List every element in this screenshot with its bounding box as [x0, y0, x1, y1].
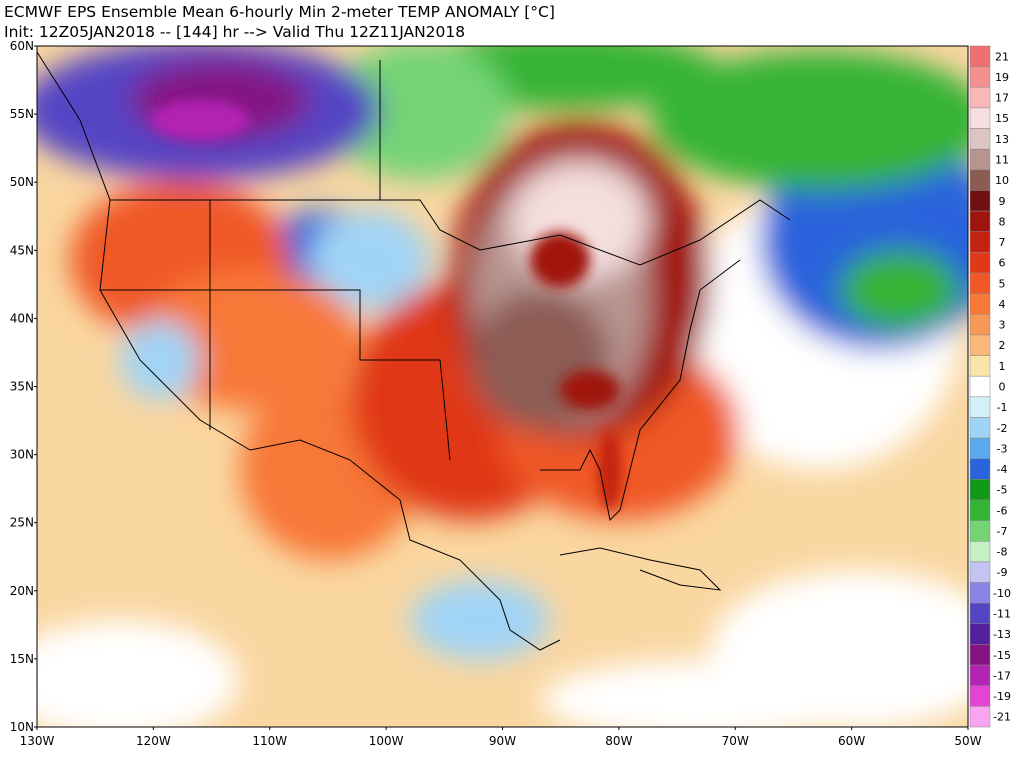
anomaly-blobs [37, 46, 968, 727]
colorbar-label: -8 [997, 546, 1008, 559]
colorbar-swatch [969, 355, 991, 377]
colorbar-label: 6 [999, 257, 1006, 270]
lon-label: 130W [20, 734, 55, 748]
colorbar-label: -9 [997, 566, 1008, 579]
colorbar-swatch [969, 66, 991, 88]
colorbar-label: -15 [993, 649, 1011, 662]
colorbar-swatch [969, 437, 991, 459]
colorbar-label: -5 [997, 484, 1008, 497]
lon-label: 90W [489, 734, 516, 748]
colorbar-swatch [969, 561, 991, 583]
colorbar-swatch [969, 499, 991, 521]
colorbar-label: -7 [997, 525, 1008, 538]
colorbar-label: 7 [999, 236, 1006, 249]
colorbar-label: -19 [993, 690, 1011, 703]
colorbar: 211917151311109876543210-1-2-3-4-5-6-7-8… [969, 45, 1011, 728]
colorbar-swatch [969, 252, 991, 274]
colorbar-swatch [969, 582, 991, 604]
colorbar-label: -13 [993, 628, 1011, 641]
colorbar-label: 1 [999, 360, 1006, 373]
lat-label: 25N [10, 516, 34, 530]
colorbar-swatch [969, 479, 991, 501]
lon-label: 110W [252, 734, 287, 748]
colorbar-label: 9 [999, 195, 1006, 208]
colorbar-swatch [969, 314, 991, 336]
lon-label: 120W [136, 734, 171, 748]
colorbar-swatch [969, 293, 991, 315]
lat-label: 40N [10, 311, 34, 325]
colorbar-label: -3 [997, 442, 1008, 455]
colorbar-label: 4 [999, 298, 1006, 311]
colorbar-swatch [969, 644, 991, 666]
colorbar-swatch [969, 541, 991, 563]
colorbar-swatch [969, 417, 991, 439]
colorbar-label: -4 [997, 463, 1008, 476]
colorbar-label: 19 [995, 71, 1009, 84]
colorbar-label: 13 [995, 133, 1009, 146]
colorbar-label: 15 [995, 112, 1009, 125]
colorbar-swatch [969, 520, 991, 542]
colorbar-swatch [969, 107, 991, 129]
colorbar-label: 17 [995, 92, 1009, 105]
title: ECMWF EPS Ensemble Mean 6-hourly Min 2-m… [4, 3, 555, 21]
anomaly-field [37, 46, 968, 727]
colorbar-swatch [969, 210, 991, 232]
colorbar-label: -21 [993, 711, 1011, 724]
lat-label: 10N [10, 720, 34, 734]
colorbar-label: -11 [993, 608, 1011, 621]
colorbar-label: -17 [993, 669, 1011, 682]
colorbar-swatch [969, 685, 991, 707]
colorbar-label: -1 [997, 401, 1008, 414]
lat-label: 35N [10, 380, 34, 394]
colorbar-swatch [969, 334, 991, 356]
colorbar-swatch [969, 169, 991, 191]
boundaries [37, 51, 791, 651]
lat-label: 15N [10, 652, 34, 666]
lon-label: 100W [369, 734, 404, 748]
lat-label: 30N [10, 448, 34, 462]
colorbar-swatch [969, 45, 991, 67]
lat-label: 20N [10, 584, 34, 598]
colorbar-label: 3 [999, 319, 1006, 332]
colorbar-swatch [969, 128, 991, 150]
colorbar-label: 21 [995, 50, 1009, 63]
colorbar-swatch [969, 231, 991, 253]
subtitle: Init: 12Z05JAN2018 -- [144] hr --> Valid… [4, 23, 465, 41]
colorbar-swatch [969, 396, 991, 418]
colorbar-label: 11 [995, 154, 1009, 167]
colorbar-swatch [969, 272, 991, 294]
colorbar-swatch [969, 87, 991, 109]
colorbar-swatch [969, 148, 991, 171]
colorbar-swatch [969, 706, 991, 728]
colorbar-swatch [969, 602, 991, 625]
colorbar-label: -10 [993, 587, 1011, 600]
lon-label: 70W [722, 734, 749, 748]
lat-label: 60N [10, 39, 34, 53]
lat-label: 45N [10, 243, 34, 257]
colorbar-swatch [969, 458, 991, 480]
lon-label: 50W [954, 734, 981, 748]
colorbar-swatch [969, 623, 991, 645]
colorbar-label: -6 [997, 504, 1008, 517]
colorbar-label: 8 [999, 215, 1006, 228]
lat-label: 50N [10, 175, 34, 189]
colorbar-label: 5 [999, 277, 1006, 290]
colorbar-label: 10 [995, 174, 1009, 187]
colorbar-label: 0 [999, 381, 1006, 394]
colorbar-swatch [969, 190, 991, 212]
lat-label: 55N [10, 107, 34, 121]
colorbar-label: 2 [999, 339, 1006, 352]
lon-label: 80W [605, 734, 632, 748]
colorbar-label: -2 [997, 422, 1008, 435]
colorbar-swatch [969, 375, 991, 398]
colorbar-swatch [969, 664, 991, 686]
lon-label: 60W [838, 734, 865, 748]
